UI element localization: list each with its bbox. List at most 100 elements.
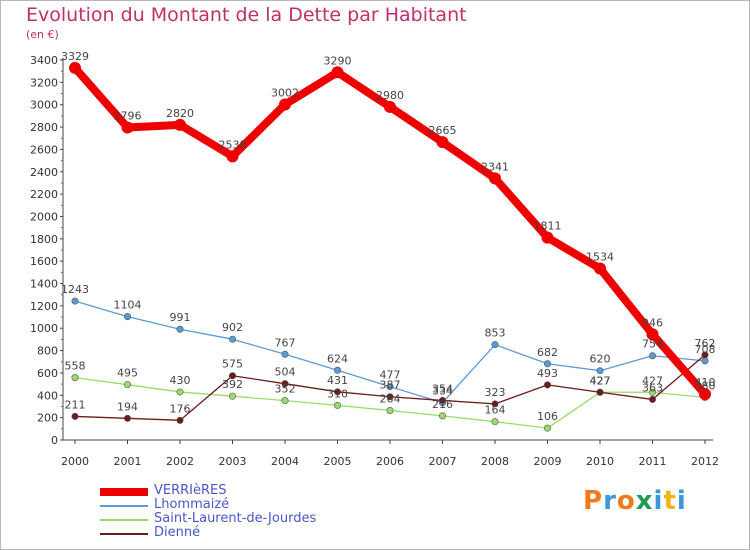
data-point: [543, 360, 551, 368]
data-point: [71, 412, 79, 420]
data-label: 310: [327, 387, 348, 400]
data-label: 176: [170, 402, 191, 415]
data-label: 392: [222, 378, 243, 391]
data-label: 211: [65, 398, 86, 411]
legend-label: VERRIèRES: [154, 483, 227, 498]
data-label: 2341: [481, 160, 509, 173]
data-point: [386, 383, 394, 391]
data-point: [594, 262, 606, 275]
data-label: 708: [695, 343, 716, 356]
data-point: [438, 396, 446, 404]
data-point: [699, 388, 711, 401]
data-point: [384, 100, 396, 113]
data-point: [543, 424, 551, 432]
data-point: [543, 381, 551, 389]
y-tick-label: 200: [37, 412, 58, 425]
x-tick-label: 2008: [481, 455, 509, 468]
data-point: [491, 341, 499, 349]
data-label: 2796: [114, 110, 142, 123]
logo-letter: t: [663, 486, 677, 516]
data-label: 504: [275, 366, 296, 379]
data-label: 495: [117, 367, 138, 380]
data-point: [124, 313, 132, 321]
data-label: 624: [327, 352, 348, 365]
logo-letter: o: [616, 486, 636, 516]
data-label: 194: [117, 400, 138, 413]
data-label: 2538: [219, 138, 247, 151]
data-point: [229, 372, 237, 380]
y-tick-label: 2200: [30, 188, 58, 201]
data-point: [71, 297, 79, 305]
data-point: [176, 388, 184, 396]
y-tick-label: 2400: [30, 166, 58, 179]
data-point: [229, 335, 237, 343]
data-label: 762: [695, 337, 716, 350]
data-label: 2980: [376, 89, 404, 102]
data-label: 2820: [166, 107, 194, 120]
data-label: 164: [485, 404, 506, 417]
data-point: [596, 367, 604, 375]
data-point: [331, 66, 344, 79]
data-label: 682: [537, 346, 558, 359]
legend-label: Saint-Laurent-de-Jourdes: [154, 511, 317, 526]
data-label: 427: [642, 374, 663, 387]
data-label: 1534: [586, 251, 614, 264]
data-point: [596, 388, 604, 396]
data-point: [71, 374, 79, 382]
data-point: [226, 150, 239, 163]
data-label: 2665: [429, 124, 457, 137]
y-tick-label: 0: [51, 434, 58, 447]
data-label: 620: [590, 353, 611, 366]
y-tick-label: 3400: [30, 54, 58, 67]
data-label: 216: [432, 398, 453, 411]
data-label: 106: [537, 410, 558, 423]
data-label: 754: [642, 338, 663, 351]
y-tick-label: 2000: [30, 210, 58, 223]
legend-label: Dienné: [154, 525, 201, 540]
x-tick-label: 2002: [166, 455, 194, 468]
data-point: [386, 393, 394, 401]
data-point: [281, 350, 289, 358]
data-label: 853: [485, 327, 506, 340]
y-tick-label: 1800: [30, 233, 58, 246]
y-tick-label: 600: [37, 367, 58, 380]
logo-letter: x: [635, 486, 654, 516]
data-label: 427: [590, 374, 611, 387]
data-label: 352: [275, 383, 296, 396]
y-tick-label: 2800: [30, 121, 58, 134]
data-point: [281, 380, 289, 388]
data-label: 3002: [271, 86, 299, 99]
x-tick-label: 2005: [324, 455, 352, 468]
data-point: [648, 388, 656, 396]
data-point: [701, 351, 709, 359]
data-label: 264: [380, 392, 401, 405]
data-point: [541, 231, 554, 244]
data-label: 1104: [114, 299, 142, 312]
logo-letter: i: [676, 486, 687, 516]
data-label: 410: [695, 376, 716, 389]
legend-swatch: [100, 533, 148, 535]
data-label: 1243: [61, 283, 89, 296]
data-label: 946: [642, 316, 663, 329]
data-label: 767: [275, 336, 296, 349]
data-point: [124, 381, 132, 389]
data-label: 575: [222, 358, 243, 371]
x-tick-label: 2011: [639, 455, 667, 468]
data-point: [121, 121, 134, 134]
data-label: 334: [432, 385, 453, 398]
x-tick-label: 2001: [114, 455, 142, 468]
y-tick-label: 1200: [30, 300, 58, 313]
legend-swatch: [100, 505, 148, 507]
data-point: [648, 395, 656, 403]
y-tick-label: 400: [37, 389, 58, 402]
logo-letter: i: [653, 486, 664, 516]
data-point: [489, 172, 501, 185]
data-point: [701, 357, 709, 365]
data-point: [436, 136, 449, 149]
data-point: [646, 328, 659, 341]
data-label: 380: [695, 380, 716, 393]
y-tick-label: 1000: [30, 322, 58, 335]
y-tick-label: 2600: [30, 143, 58, 156]
